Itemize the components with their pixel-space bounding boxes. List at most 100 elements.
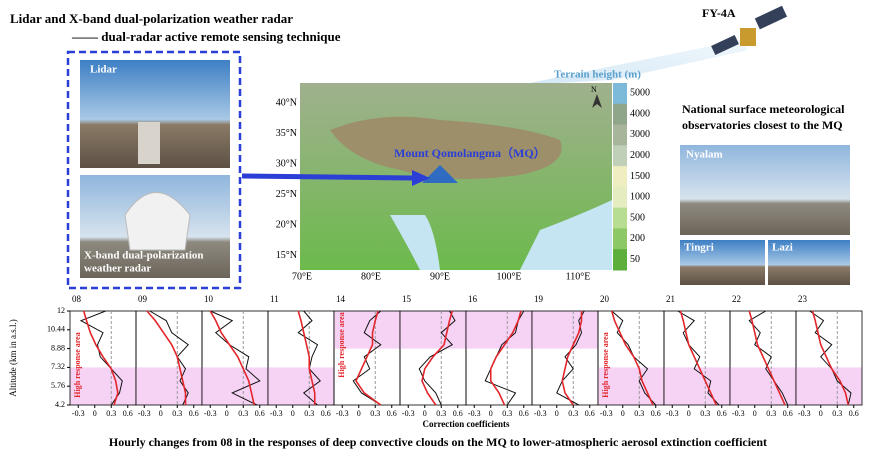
x-tick-label: 0.6	[189, 409, 199, 418]
red-profile	[82, 310, 119, 406]
legend-label: 200	[630, 233, 645, 244]
x-tick-label: 0.3	[238, 409, 248, 418]
black-profile	[352, 310, 382, 406]
photo-label: X-band dual-polarization	[84, 250, 204, 262]
photo-label: Lidar	[90, 64, 117, 76]
black-profile	[809, 310, 852, 406]
dashed-frame	[66, 50, 242, 290]
hour-label: 09	[138, 294, 148, 304]
y-tick-label: 12	[57, 306, 65, 315]
x-tick-label: 0.3	[634, 409, 644, 418]
black-profile	[210, 310, 261, 406]
x-tick-label: 0	[423, 409, 427, 418]
legend-swatch	[613, 207, 627, 229]
x-tick-label: -0.3	[336, 409, 349, 418]
red-profile	[355, 310, 382, 406]
x-tick-label: 0	[159, 409, 163, 418]
high-response-band	[136, 367, 202, 405]
red-profile	[146, 310, 187, 405]
caption: Hourly changes from 08 in the responses …	[109, 435, 767, 449]
hour-label: 23	[798, 294, 808, 304]
red-profile	[748, 310, 786, 406]
station-name: Lazi	[772, 242, 793, 254]
hour-label: 20	[600, 294, 610, 304]
x-tick-label: -0.3	[270, 409, 283, 418]
legend-title: Terrain height (m)	[554, 69, 641, 81]
lon-label: 100°E	[496, 271, 521, 282]
x-axis-label: Correction coefficients	[422, 419, 510, 429]
red-profile	[679, 310, 717, 406]
x-tick-label: 0.3	[172, 409, 182, 418]
mq-marker	[422, 165, 458, 183]
lat-label: 30°N	[276, 158, 297, 169]
satellite	[711, 5, 788, 56]
lat-label: 20°N	[276, 219, 297, 230]
hour-label: 21	[666, 294, 675, 304]
y-tick-label: 4.2	[55, 400, 65, 409]
arrow-head	[412, 170, 430, 186]
x-tick-label: 0	[489, 409, 493, 418]
x-tick-label: 0.6	[849, 409, 859, 418]
red-profile	[421, 310, 454, 406]
x-tick-label: -0.3	[402, 409, 415, 418]
high-response-band	[598, 367, 664, 405]
panel-frame	[795, 310, 863, 406]
x-tick-label: 0.3	[766, 409, 776, 418]
site-label: Mount Qomolangma（MQ）	[394, 145, 546, 160]
legend-label: 5000	[630, 88, 650, 99]
north-label: N	[591, 85, 597, 94]
hour-label: 22	[732, 294, 741, 304]
x-tick-label: 0.3	[436, 409, 446, 418]
x-tick-label: 0.3	[700, 409, 710, 418]
x-tick-label: 0	[555, 409, 559, 418]
sea	[390, 215, 440, 270]
satellite-beam	[520, 40, 748, 85]
high-response-band	[202, 367, 268, 405]
lat-label: 25°N	[276, 189, 297, 200]
x-tick-label: -0.3	[732, 409, 745, 418]
lidar-instrument	[138, 122, 160, 164]
x-tick-label: 0.3	[304, 409, 314, 418]
lon-label: 110°E	[566, 271, 591, 282]
red-profile	[489, 310, 522, 406]
north-arrow	[592, 94, 602, 108]
legend-swatch	[613, 166, 627, 188]
y-tick-label: 10.44	[47, 325, 65, 334]
legend-swatch	[613, 83, 627, 105]
station-name: Tingri	[684, 242, 714, 254]
high-response-label: High response area	[601, 332, 610, 397]
x-tick-label: 0.6	[783, 409, 793, 418]
y-tick-label: 7.32	[51, 362, 65, 371]
legend-label: 2000	[630, 150, 650, 161]
x-tick-label: 0.6	[519, 409, 529, 418]
legend-swatch	[613, 186, 627, 209]
hour-label: 14	[336, 294, 346, 304]
high-response-band	[730, 367, 796, 405]
x-tick-label: -0.3	[204, 409, 217, 418]
legend-swatch	[613, 103, 627, 126]
subtitle: —— dual-radar active remote sensing tech…	[71, 29, 341, 44]
x-tick-label: 0	[687, 409, 691, 418]
x-tick-label: -0.3	[666, 409, 679, 418]
hour-label: 10	[204, 294, 214, 304]
lon-label: 80°E	[361, 271, 381, 282]
x-tick-label: 0.6	[717, 409, 727, 418]
y-tick-label: 8.88	[51, 343, 65, 352]
lat-label: 15°N	[276, 250, 297, 261]
red-profile	[610, 310, 654, 406]
station-name: Nyalam	[686, 149, 723, 161]
legend-swatch	[613, 145, 627, 167]
station-photo	[768, 240, 850, 285]
x-tick-label: 0.3	[568, 409, 578, 418]
black-profile	[297, 310, 321, 406]
high-response-band	[400, 311, 466, 349]
stations-title: National surface meteorological	[682, 102, 845, 116]
x-tick-label: 0	[225, 409, 229, 418]
legend-label: 4000	[630, 108, 650, 119]
hour-label: 15	[402, 294, 412, 304]
red-profile	[561, 311, 583, 406]
hour-label: 08	[72, 294, 82, 304]
title: Lidar and X-band dual-polarization weath…	[10, 11, 293, 26]
x-tick-label: 0.6	[123, 409, 133, 418]
legend-label: 500	[630, 212, 645, 223]
